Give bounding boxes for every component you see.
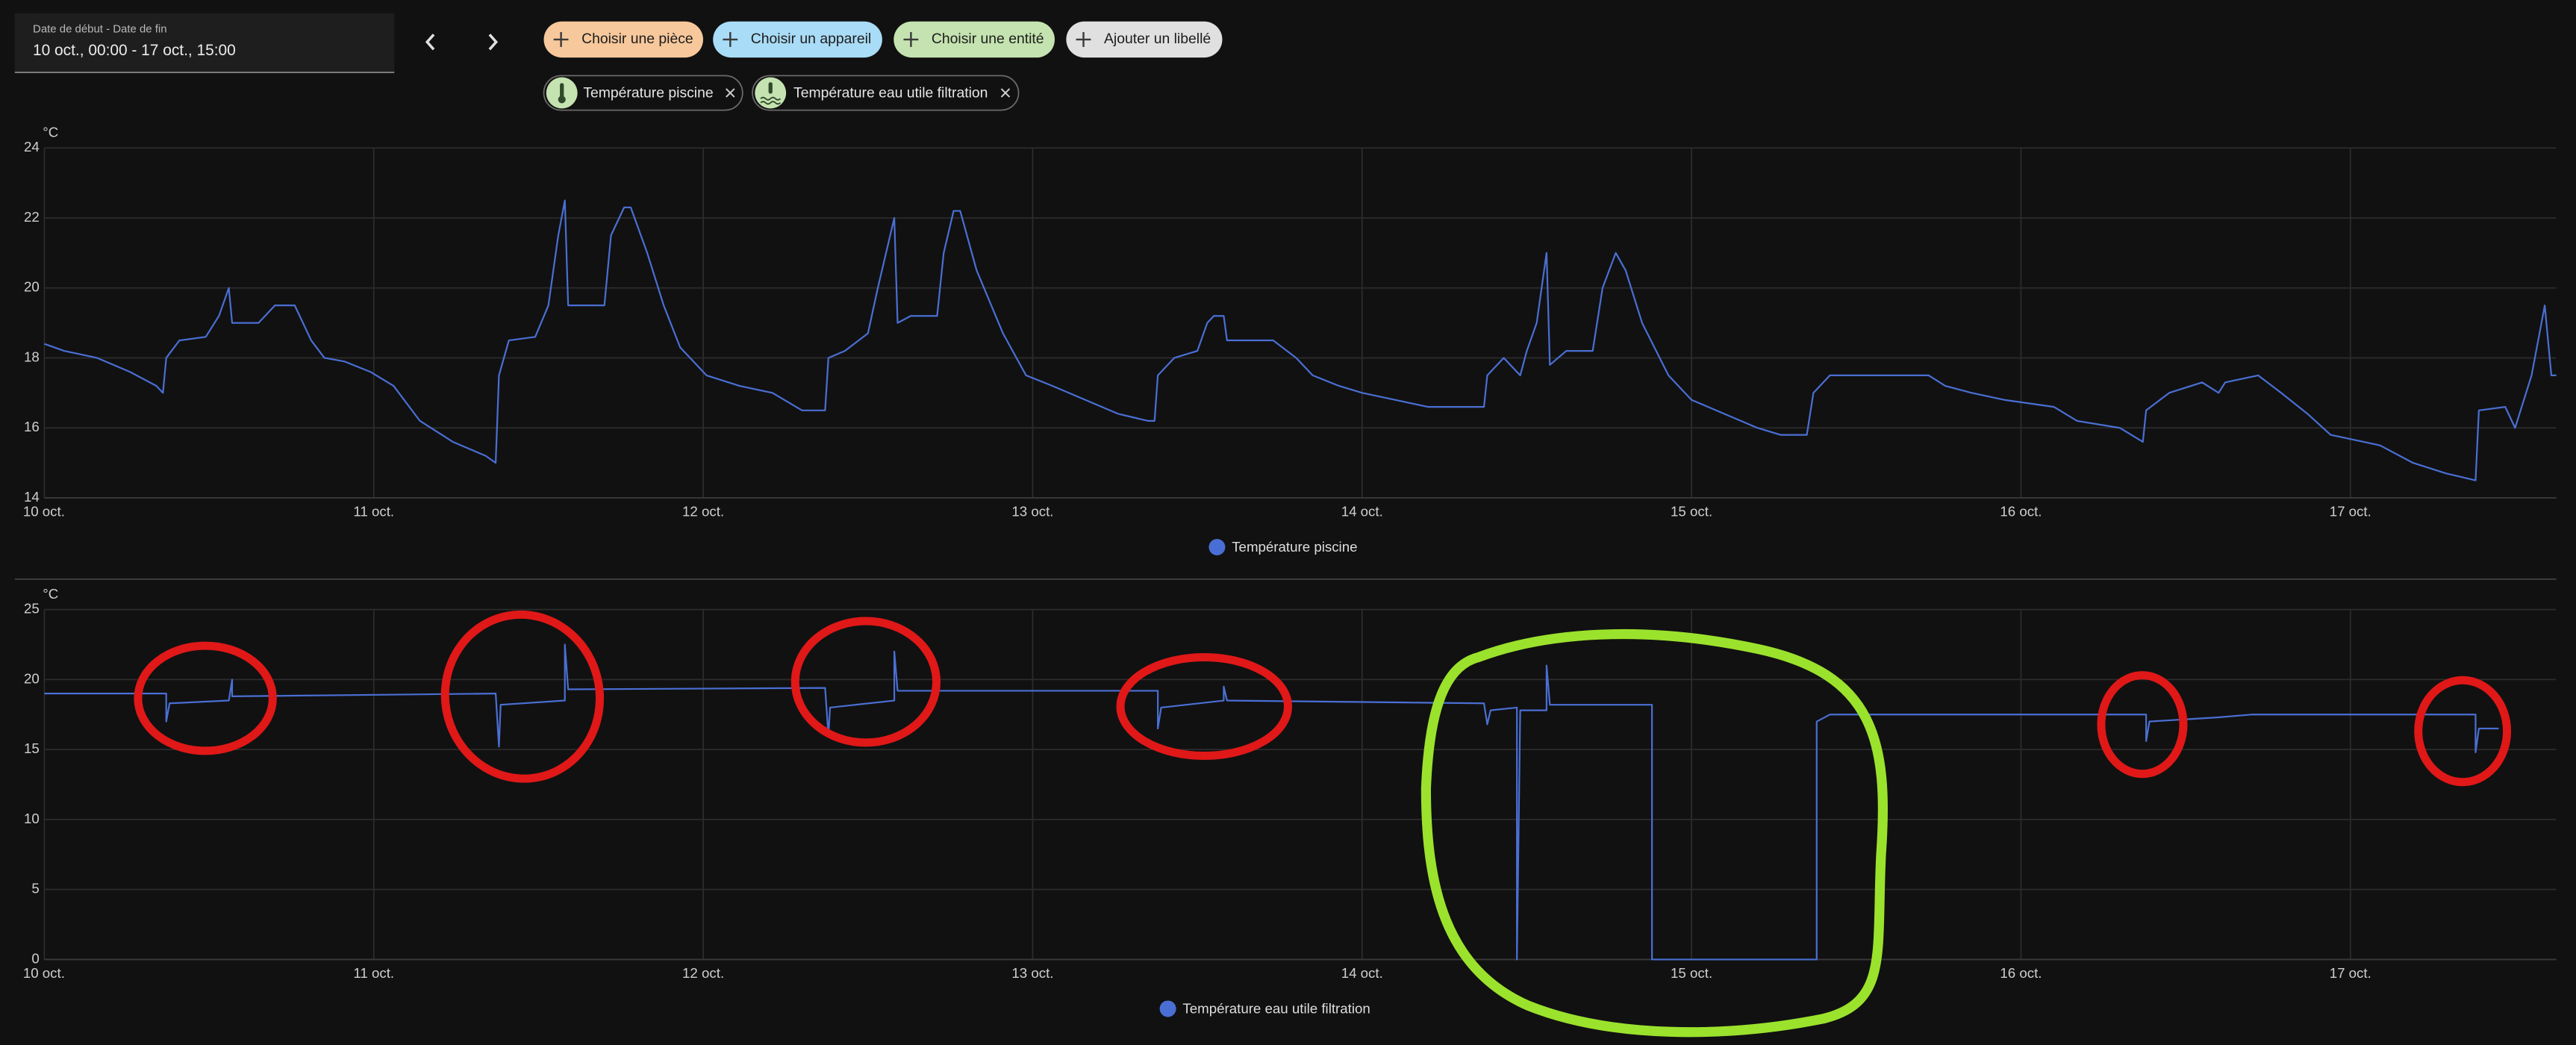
green-circle — [1420, 628, 1889, 1038]
y-tick-label: 20 — [24, 670, 40, 686]
x-tick-label: 15 oct. — [1671, 965, 1712, 981]
filter-button[interactable]: Choisir une pièce — [543, 21, 703, 58]
entity-chip[interactable]: Température eau utile filtration — [752, 75, 1020, 111]
x-tick-label: 12 oct. — [682, 965, 724, 981]
chip-label: Température piscine — [583, 85, 713, 102]
entity-chip[interactable]: Température piscine — [543, 75, 743, 111]
red-circle — [2097, 671, 2188, 779]
x-tick-label: 14 oct. — [1341, 965, 1383, 981]
chip-label: Choisir une pièce — [581, 31, 693, 47]
y-axis-label: °C — [43, 586, 58, 602]
y-axis-label: °C — [43, 124, 58, 140]
plus-icon — [723, 32, 738, 47]
red-circle — [440, 610, 605, 783]
x-tick-label: 11 oct. — [353, 504, 394, 520]
date-field[interactable] — [14, 13, 395, 72]
filter-button[interactable]: Ajouter un libellé — [1066, 21, 1223, 58]
legend: Température eau utile filtration — [1159, 1000, 1370, 1017]
x-tick-label: 17 oct. — [2330, 504, 2371, 520]
y-tick-label: 15 — [24, 740, 40, 756]
legend-label: Température piscine — [1232, 539, 1357, 555]
legend-swatch — [1209, 539, 1226, 556]
plus-icon — [1076, 32, 1091, 47]
x-tick-label: 15 oct. — [1671, 504, 1712, 520]
chip-label: Ajouter un libellé — [1104, 31, 1211, 47]
thermometer-bulb — [558, 96, 566, 104]
x-tick-label: 14 oct. — [1341, 504, 1383, 520]
legend-swatch — [1159, 1000, 1176, 1017]
legend-item[interactable]: Température piscine — [1209, 539, 1358, 556]
red-circle — [134, 641, 277, 755]
red-circle — [2414, 676, 2512, 787]
chip-label: Choisir un appareil — [751, 31, 871, 47]
thermometer-icon — [560, 83, 564, 99]
x-tick-label: 13 oct. — [1011, 504, 1053, 520]
previous-button[interactable] — [425, 34, 435, 51]
y-tick-label: 14 — [24, 489, 40, 505]
filter-button[interactable]: Choisir un appareil — [713, 21, 882, 58]
chart: °C 14 16 18 20 22 24 10 oct. 11 oct. 12 oct. 13 oc… — [23, 124, 2557, 556]
chip-background — [1066, 21, 1223, 58]
plus-icon — [903, 32, 919, 47]
x-tick-label: 16 oct. — [2000, 504, 2042, 520]
x-tick-label: 10 oct. — [23, 965, 65, 981]
plus-icon — [553, 32, 569, 47]
remove-icon[interactable] — [726, 88, 735, 98]
y-tick-label: 24 — [24, 139, 40, 155]
red-circle — [1116, 652, 1293, 761]
date-value: 10 oct., 00:00 - 17 oct., 15:00 — [33, 42, 236, 59]
chip-label: Choisir une entité — [932, 31, 1044, 47]
water-icon — [760, 96, 782, 105]
annotations — [134, 610, 2512, 1038]
chip-label: Température eau utile filtration — [793, 85, 988, 102]
red-circle — [790, 617, 941, 747]
filter-button[interactable]: Choisir une entité — [894, 21, 1055, 58]
x-tick-label: 10 oct. — [23, 504, 65, 520]
remove-icon[interactable] — [1000, 88, 1011, 98]
thermometer-icon — [768, 82, 773, 94]
legend-label: Température eau utile filtration — [1182, 1001, 1370, 1017]
y-tick-label: 22 — [24, 209, 40, 225]
x-tick-label: 11 oct. — [353, 965, 394, 981]
chip-background — [543, 21, 703, 58]
legend: Température piscine — [1209, 539, 1358, 556]
y-tick-label: 10 — [24, 811, 40, 826]
chip-background — [713, 21, 882, 58]
x-tick-label: 13 oct. — [1011, 965, 1053, 981]
next-button[interactable] — [488, 34, 499, 51]
chip-outline — [543, 75, 743, 111]
date-range-picker[interactable]: Date de début - Date de fin 10 oct., 00:… — [14, 13, 395, 73]
y-tick-label: 5 — [31, 881, 39, 896]
date-label: Date de début - Date de fin — [33, 23, 167, 36]
data-line — [44, 199, 2557, 481]
y-tick-label: 16 — [24, 419, 40, 434]
y-tick-label: 18 — [24, 349, 40, 364]
chip-outline — [752, 75, 1020, 111]
x-tick-label: 16 oct. — [2000, 965, 2042, 981]
legend-item[interactable]: Température eau utile filtration — [1159, 1000, 1370, 1017]
y-tick-label: 20 — [24, 279, 40, 295]
y-tick-label: 0 — [31, 950, 39, 966]
data-line — [44, 643, 2499, 961]
y-tick-label: 25 — [24, 601, 40, 617]
x-tick-label: 17 oct. — [2330, 965, 2371, 981]
x-tick-label: 12 oct. — [682, 504, 724, 520]
chip-background — [894, 21, 1055, 58]
